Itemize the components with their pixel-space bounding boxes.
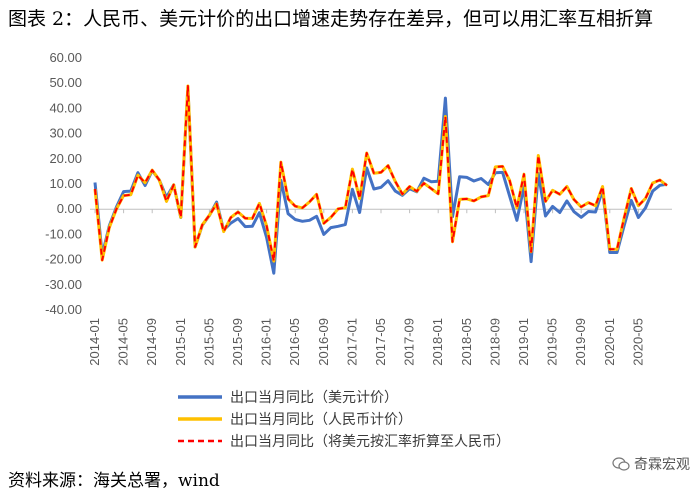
chart-title: 图表 2：人民币、美元计价的出口增速走势存在差异，但可以用汇率互相折算 (8, 8, 654, 30)
y-tick-label: 20.00 (49, 151, 82, 166)
x-tick-label: 2014-09 (144, 318, 159, 366)
x-tick-label: 2014-01 (87, 318, 102, 366)
x-tick-label: 2019-05 (545, 318, 560, 366)
y-tick-label: 10.00 (49, 176, 82, 191)
series-line-2 (93, 84, 668, 263)
source-note: 资料来源：海关总署，wind (8, 471, 220, 491)
y-tick-label: 0.00 (57, 201, 82, 216)
x-tick-label: 2016-01 (259, 318, 274, 366)
x-tick-label: 2018-09 (487, 318, 502, 366)
x-tick-label: 2016-09 (316, 318, 331, 366)
legend: 出口当月同比（美元计价） 出口当月同比（人民币计价） 出口当月同比（将美元按汇率折算… (178, 390, 510, 450)
y-tick-label: -40.00 (45, 302, 82, 317)
x-tick-label: 2019-09 (573, 318, 588, 366)
legend-label-3: 出口当月同比（将美元按汇率折算至人民币） (230, 433, 510, 450)
y-tick-label: 40.00 (49, 100, 82, 115)
y-axis-ticks: 60.00 50.00 40.00 30.00 20.00 10.00 0.00 -10.00… (45, 50, 82, 317)
x-tick-label: 2017-09 (402, 318, 417, 366)
y-tick-label: 50.00 (49, 75, 82, 90)
series-line-3 (94, 85, 668, 263)
x-tick-label: 2020-01 (602, 318, 617, 366)
legend-label-2: 出口当月同比（人民币计价） (230, 412, 412, 428)
x-tick-label: 2017-05 (373, 318, 388, 366)
x-axis-ticks: 2014-01 2014-05 2014-09 2015-01 2015-05 2015-… (87, 209, 645, 366)
y-tick-label: 30.00 (49, 126, 82, 141)
y-tick-label: -30.00 (45, 277, 82, 292)
y-tick-label: -10.00 (45, 226, 82, 241)
x-tick-label: 2017-01 (344, 318, 359, 366)
x-tick-label: 2014-05 (116, 318, 131, 366)
y-tick-label: -20.00 (45, 252, 82, 267)
watermark: 奇霖宏观 (612, 454, 690, 474)
x-tick-label: 2019-01 (516, 318, 531, 366)
x-tick-label: 2018-05 (459, 318, 474, 366)
series-lines (93, 84, 668, 275)
x-tick-label: 2015-05 (201, 318, 216, 366)
watermark-text: 奇霖宏观 (634, 457, 690, 473)
x-tick-label: 2015-01 (173, 318, 188, 366)
y-tick-label: 60.00 (49, 50, 82, 65)
x-tick-label: 2015-09 (230, 318, 245, 366)
legend-label-1: 出口当月同比（美元计价） (230, 390, 398, 406)
x-tick-label: 2020-05 (630, 318, 645, 366)
x-tick-label: 2018-01 (430, 318, 445, 366)
series-line-1 (93, 86, 668, 275)
wechat-icon (612, 457, 630, 471)
x-tick-label: 2016-05 (287, 318, 302, 366)
